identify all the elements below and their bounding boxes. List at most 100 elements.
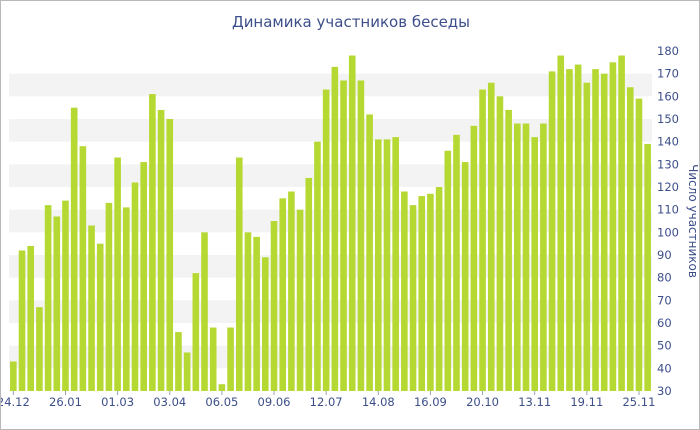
- bar: [522, 123, 530, 391]
- bar: [18, 250, 26, 391]
- bar: [444, 150, 452, 391]
- bar: [36, 307, 43, 391]
- bar: [592, 69, 599, 391]
- bar: [644, 143, 651, 391]
- bar: [96, 243, 104, 391]
- bar: [279, 198, 287, 391]
- bar: [79, 146, 87, 391]
- grid-band: [9, 345, 652, 369]
- y-tick-label: 130: [657, 157, 679, 171]
- bar: [314, 141, 321, 391]
- chart-title: Динамика участников беседы: [231, 13, 471, 31]
- bar: [609, 62, 617, 391]
- x-tick-label: 13.11: [518, 395, 551, 409]
- bar: [218, 384, 226, 391]
- bar: [401, 191, 408, 391]
- bar: [427, 193, 434, 391]
- grid-band: [9, 73, 652, 97]
- bar: [531, 137, 538, 391]
- y-tick-label: 120: [657, 180, 679, 194]
- bar: [566, 69, 573, 391]
- bar: [340, 80, 347, 391]
- y-tick-label: 170: [657, 67, 679, 81]
- bar: [600, 73, 608, 392]
- y-tick-label: 60: [657, 316, 672, 330]
- bar: [348, 55, 356, 391]
- x-tick-label: 20.10: [466, 395, 499, 409]
- bar: [262, 257, 269, 391]
- bar: [62, 200, 69, 391]
- grid-band: [9, 164, 652, 187]
- bar: [10, 361, 17, 391]
- bar: [383, 139, 391, 391]
- bar: [201, 232, 208, 391]
- y-tick-label: 180: [657, 44, 679, 58]
- bar: [192, 273, 200, 391]
- x-tick-label: 25.11: [622, 395, 655, 409]
- grid-band: [9, 119, 652, 142]
- bar: [618, 55, 625, 391]
- bar: [70, 107, 78, 392]
- bar: [88, 225, 95, 391]
- bar: [409, 205, 417, 391]
- y-tick-label: 160: [657, 89, 679, 103]
- bar: [583, 82, 591, 391]
- bar: [557, 55, 565, 391]
- bar: [123, 207, 130, 391]
- y-axis-label: Число участников: [686, 164, 700, 278]
- bar: [470, 125, 478, 392]
- bar: [331, 66, 339, 392]
- grid-band: [9, 300, 652, 323]
- y-tick-label: 70: [657, 293, 672, 307]
- bar: [505, 109, 512, 392]
- x-tick-label: 19.11: [570, 395, 603, 409]
- y-tick-label: 110: [657, 203, 679, 217]
- bar: [435, 187, 443, 391]
- bar: [626, 87, 634, 392]
- bar: [114, 157, 121, 391]
- x-tick-label: 26.01: [49, 395, 82, 409]
- bar: [296, 209, 304, 391]
- bar: [235, 157, 243, 391]
- y-tick-label: 50: [657, 339, 672, 353]
- bar: [288, 191, 295, 391]
- bar: [244, 232, 252, 391]
- bar: [209, 327, 217, 391]
- grid-band: [9, 209, 652, 233]
- bar: [270, 221, 278, 391]
- bar: [374, 139, 382, 391]
- bar: [392, 137, 399, 391]
- x-tick-label: 14.08: [362, 395, 395, 409]
- y-tick-label: 140: [657, 135, 679, 149]
- bar: [253, 236, 260, 391]
- x-tick-label: 06.05: [205, 395, 238, 409]
- x-tick-label: 09.06: [258, 395, 291, 409]
- bar: [366, 114, 373, 391]
- x-tick-label: 03.04: [153, 395, 186, 409]
- bar: [131, 182, 139, 391]
- bar: [105, 202, 113, 391]
- bar: [140, 162, 147, 391]
- y-tick-label: 40: [657, 361, 672, 375]
- bar: [540, 123, 547, 391]
- x-tick-label: 01.03: [101, 395, 134, 409]
- bar: [157, 109, 165, 392]
- bar: [44, 205, 52, 391]
- x-tick-label: 16.09: [414, 395, 447, 409]
- y-tick-label: 30: [657, 384, 672, 398]
- bar: [305, 177, 313, 391]
- y-tick-label: 150: [657, 112, 679, 126]
- grid-band: [9, 255, 652, 278]
- bar: [496, 96, 504, 391]
- y-tick-label: 80: [657, 271, 672, 285]
- bar: [453, 134, 460, 391]
- bar: [479, 89, 486, 391]
- bar: [227, 327, 234, 391]
- bar: [574, 64, 582, 391]
- bar: [418, 196, 426, 391]
- y-tick-label: 90: [657, 248, 672, 262]
- bar: [149, 94, 156, 391]
- bar: [53, 216, 61, 391]
